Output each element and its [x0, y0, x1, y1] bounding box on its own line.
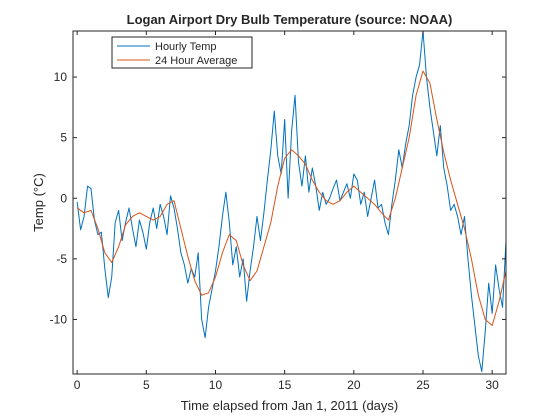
y-tick-label: 10: [54, 70, 68, 84]
y-tick-label: 5: [60, 131, 67, 145]
legend-box: [111, 36, 253, 69]
y-tick-label: -10: [50, 312, 68, 326]
y-tick-label: 0: [60, 191, 67, 205]
x-axis-label: Time elapsed from Jan 1, 2011 (days): [181, 398, 399, 413]
ticks-layer: 0 5 10 15 20 25 30 -10 -5 0 5 10: [50, 31, 506, 392]
y-tick-label: -5: [56, 252, 67, 266]
series-line-24-hour-average: [76, 70, 506, 327]
legend-entry: Hourly Temp: [155, 41, 217, 53]
series-layer: [76, 31, 506, 373]
plot-area: [73, 31, 506, 374]
x-tick-label: 30: [485, 378, 499, 392]
x-tick-label: 20: [347, 378, 361, 392]
x-tick-label: 15: [278, 378, 292, 392]
legend-entry: 24 Hour Average: [155, 55, 237, 67]
legend: Hourly Temp 24 Hour Average: [111, 36, 253, 69]
x-tick-label: 25: [416, 378, 430, 392]
x-tick-label: 10: [209, 378, 223, 392]
chart-title: Logan Airport Dry Bulb Temperature (sour…: [127, 12, 453, 27]
x-tick-label: 0: [74, 378, 81, 392]
axes-box: [72, 30, 507, 375]
x-tick-label: 5: [143, 378, 150, 392]
series-line-hourly-temp: [76, 31, 506, 373]
y-axis-label: Temp (°C): [31, 173, 46, 232]
